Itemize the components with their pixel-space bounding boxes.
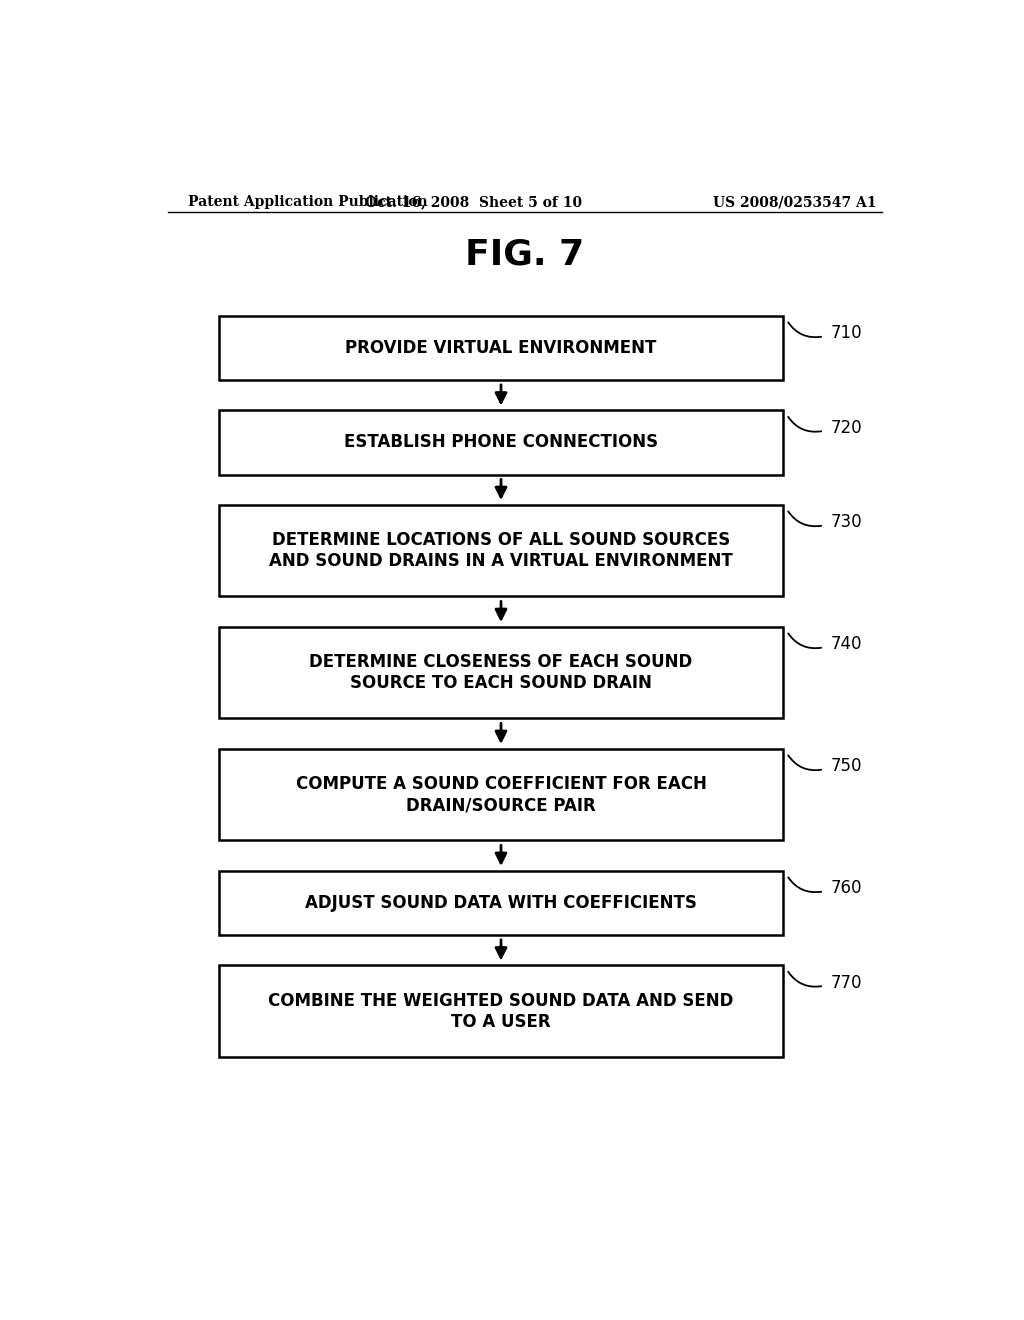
Text: FIG. 7: FIG. 7 — [465, 238, 585, 272]
Text: PROVIDE VIRTUAL ENVIRONMENT: PROVIDE VIRTUAL ENVIRONMENT — [345, 339, 656, 356]
Bar — [219, 315, 782, 380]
Text: 720: 720 — [830, 418, 862, 437]
Bar — [219, 871, 782, 935]
Text: 710: 710 — [830, 325, 862, 342]
Text: 750: 750 — [830, 758, 862, 775]
Text: ADJUST SOUND DATA WITH COEFFICIENTS: ADJUST SOUND DATA WITH COEFFICIENTS — [305, 894, 697, 912]
Text: Oct. 16, 2008  Sheet 5 of 10: Oct. 16, 2008 Sheet 5 of 10 — [365, 195, 582, 209]
Text: Patent Application Publication: Patent Application Publication — [187, 195, 427, 209]
Text: 760: 760 — [830, 879, 862, 898]
Bar — [219, 411, 782, 474]
Text: US 2008/0253547 A1: US 2008/0253547 A1 — [713, 195, 877, 209]
Text: 730: 730 — [830, 513, 862, 531]
Text: DETERMINE LOCATIONS OF ALL SOUND SOURCES
AND SOUND DRAINS IN A VIRTUAL ENVIRONME: DETERMINE LOCATIONS OF ALL SOUND SOURCES… — [269, 532, 733, 570]
Bar — [219, 506, 782, 597]
Bar — [219, 627, 782, 718]
Text: ESTABLISH PHONE CONNECTIONS: ESTABLISH PHONE CONNECTIONS — [344, 433, 658, 451]
Text: DETERMINE CLOSENESS OF EACH SOUND
SOURCE TO EACH SOUND DRAIN: DETERMINE CLOSENESS OF EACH SOUND SOURCE… — [309, 653, 692, 692]
Bar — [219, 965, 782, 1057]
Text: COMBINE THE WEIGHTED SOUND DATA AND SEND
TO A USER: COMBINE THE WEIGHTED SOUND DATA AND SEND… — [268, 991, 733, 1031]
Text: 740: 740 — [830, 635, 862, 653]
Text: 770: 770 — [830, 974, 862, 991]
Text: COMPUTE A SOUND COEFFICIENT FOR EACH
DRAIN/SOURCE PAIR: COMPUTE A SOUND COEFFICIENT FOR EACH DRA… — [296, 775, 707, 814]
Bar — [219, 748, 782, 841]
